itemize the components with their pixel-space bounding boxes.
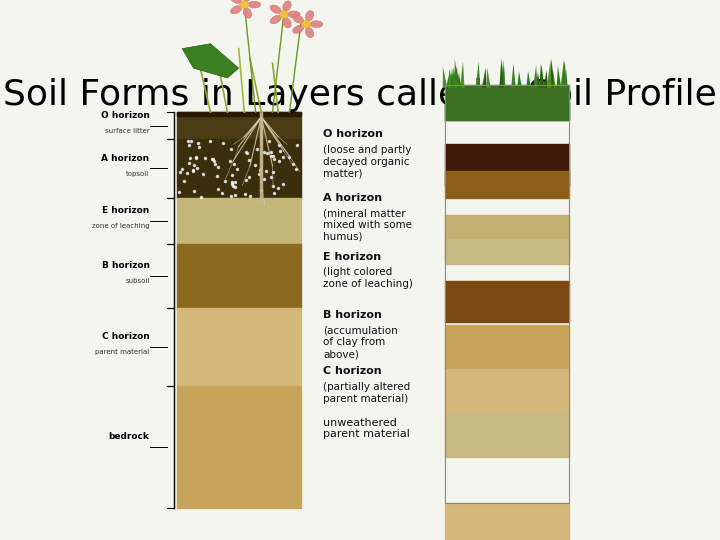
Bar bbox=[445, 144, 569, 186]
Polygon shape bbox=[561, 62, 566, 87]
Ellipse shape bbox=[248, 1, 261, 8]
Text: O horizon: O horizon bbox=[323, 129, 383, 139]
Ellipse shape bbox=[305, 28, 314, 38]
Text: zone of leaching: zone of leaching bbox=[92, 224, 150, 230]
Polygon shape bbox=[501, 60, 505, 87]
Polygon shape bbox=[526, 71, 531, 87]
Text: E horizon: E horizon bbox=[102, 206, 150, 215]
Text: (loose and partly
decayed organic
matter): (loose and partly decayed organic matter… bbox=[323, 145, 412, 178]
Text: Soil Forms in Layers called a Soil Profile: Soil Forms in Layers called a Soil Profi… bbox=[3, 78, 717, 112]
Bar bbox=[445, 239, 569, 264]
Bar bbox=[445, 171, 569, 198]
Polygon shape bbox=[547, 59, 552, 87]
Polygon shape bbox=[460, 61, 464, 87]
Text: B horizon: B horizon bbox=[323, 310, 382, 320]
Bar bbox=[176, 112, 301, 116]
Text: B horizon: B horizon bbox=[102, 261, 150, 270]
Polygon shape bbox=[557, 66, 561, 87]
Polygon shape bbox=[456, 66, 460, 87]
Polygon shape bbox=[454, 58, 459, 87]
Text: bedrock: bedrock bbox=[109, 432, 150, 441]
Text: (mineral matter
mixed with some
humus): (mineral matter mixed with some humus) bbox=[323, 208, 413, 242]
Ellipse shape bbox=[270, 5, 281, 14]
Polygon shape bbox=[563, 70, 568, 87]
Polygon shape bbox=[453, 66, 457, 87]
Bar bbox=[445, 85, 569, 119]
Text: C horizon: C horizon bbox=[323, 367, 382, 376]
Text: A horizon: A horizon bbox=[323, 193, 382, 203]
Bar bbox=[176, 386, 301, 508]
Ellipse shape bbox=[292, 15, 304, 23]
Ellipse shape bbox=[230, 0, 242, 4]
Ellipse shape bbox=[292, 25, 304, 33]
Polygon shape bbox=[446, 70, 451, 87]
Polygon shape bbox=[452, 68, 456, 87]
Text: (partially altered
parent material): (partially altered parent material) bbox=[323, 382, 410, 404]
Ellipse shape bbox=[270, 15, 281, 24]
Polygon shape bbox=[536, 72, 541, 87]
Polygon shape bbox=[451, 73, 455, 87]
Text: subsoil: subsoil bbox=[125, 279, 150, 285]
Bar bbox=[176, 244, 301, 308]
Ellipse shape bbox=[310, 21, 323, 28]
Ellipse shape bbox=[283, 17, 291, 28]
Text: topsoil: topsoil bbox=[126, 171, 150, 177]
Text: E horizon: E horizon bbox=[323, 252, 382, 261]
Ellipse shape bbox=[243, 8, 252, 18]
Bar bbox=[445, 215, 569, 259]
Text: (light colored
zone of leaching): (light colored zone of leaching) bbox=[323, 267, 413, 289]
Circle shape bbox=[302, 21, 311, 28]
Ellipse shape bbox=[230, 5, 242, 14]
Ellipse shape bbox=[243, 0, 252, 2]
Polygon shape bbox=[482, 68, 487, 87]
Polygon shape bbox=[449, 69, 453, 87]
Bar bbox=[445, 369, 569, 413]
Bar bbox=[445, 281, 569, 322]
Polygon shape bbox=[454, 68, 458, 87]
Text: surface litter: surface litter bbox=[105, 128, 150, 134]
Polygon shape bbox=[182, 44, 239, 78]
Polygon shape bbox=[476, 62, 480, 87]
Polygon shape bbox=[539, 63, 544, 87]
Bar bbox=[445, 413, 569, 457]
Bar bbox=[445, 103, 569, 119]
Bar bbox=[445, 503, 569, 540]
Polygon shape bbox=[457, 72, 462, 87]
Polygon shape bbox=[518, 71, 522, 87]
Polygon shape bbox=[551, 59, 555, 87]
Text: C horizon: C horizon bbox=[102, 332, 150, 341]
Polygon shape bbox=[549, 69, 554, 87]
Circle shape bbox=[240, 1, 249, 9]
Polygon shape bbox=[443, 66, 447, 87]
Polygon shape bbox=[451, 68, 455, 87]
Polygon shape bbox=[552, 71, 556, 87]
Polygon shape bbox=[540, 65, 544, 87]
Text: O horizon: O horizon bbox=[101, 111, 150, 120]
Text: parent material: parent material bbox=[95, 349, 150, 355]
Bar bbox=[445, 85, 569, 503]
Bar bbox=[176, 139, 301, 198]
Ellipse shape bbox=[288, 11, 300, 18]
Polygon shape bbox=[562, 60, 567, 87]
Polygon shape bbox=[500, 58, 504, 87]
Polygon shape bbox=[560, 59, 565, 87]
Bar bbox=[176, 112, 301, 139]
Ellipse shape bbox=[283, 1, 291, 11]
Bar bbox=[176, 198, 301, 244]
Ellipse shape bbox=[305, 11, 314, 21]
Polygon shape bbox=[511, 63, 516, 87]
Circle shape bbox=[279, 10, 288, 18]
Bar bbox=[445, 325, 569, 369]
Polygon shape bbox=[543, 70, 548, 87]
Polygon shape bbox=[500, 66, 505, 87]
Text: A horizon: A horizon bbox=[102, 153, 150, 163]
Text: unweathered
parent material: unweathered parent material bbox=[323, 418, 410, 440]
Text: (accumulation
of clay from
above): (accumulation of clay from above) bbox=[323, 326, 398, 359]
Polygon shape bbox=[486, 68, 491, 87]
Polygon shape bbox=[533, 65, 538, 87]
Bar bbox=[176, 308, 301, 386]
